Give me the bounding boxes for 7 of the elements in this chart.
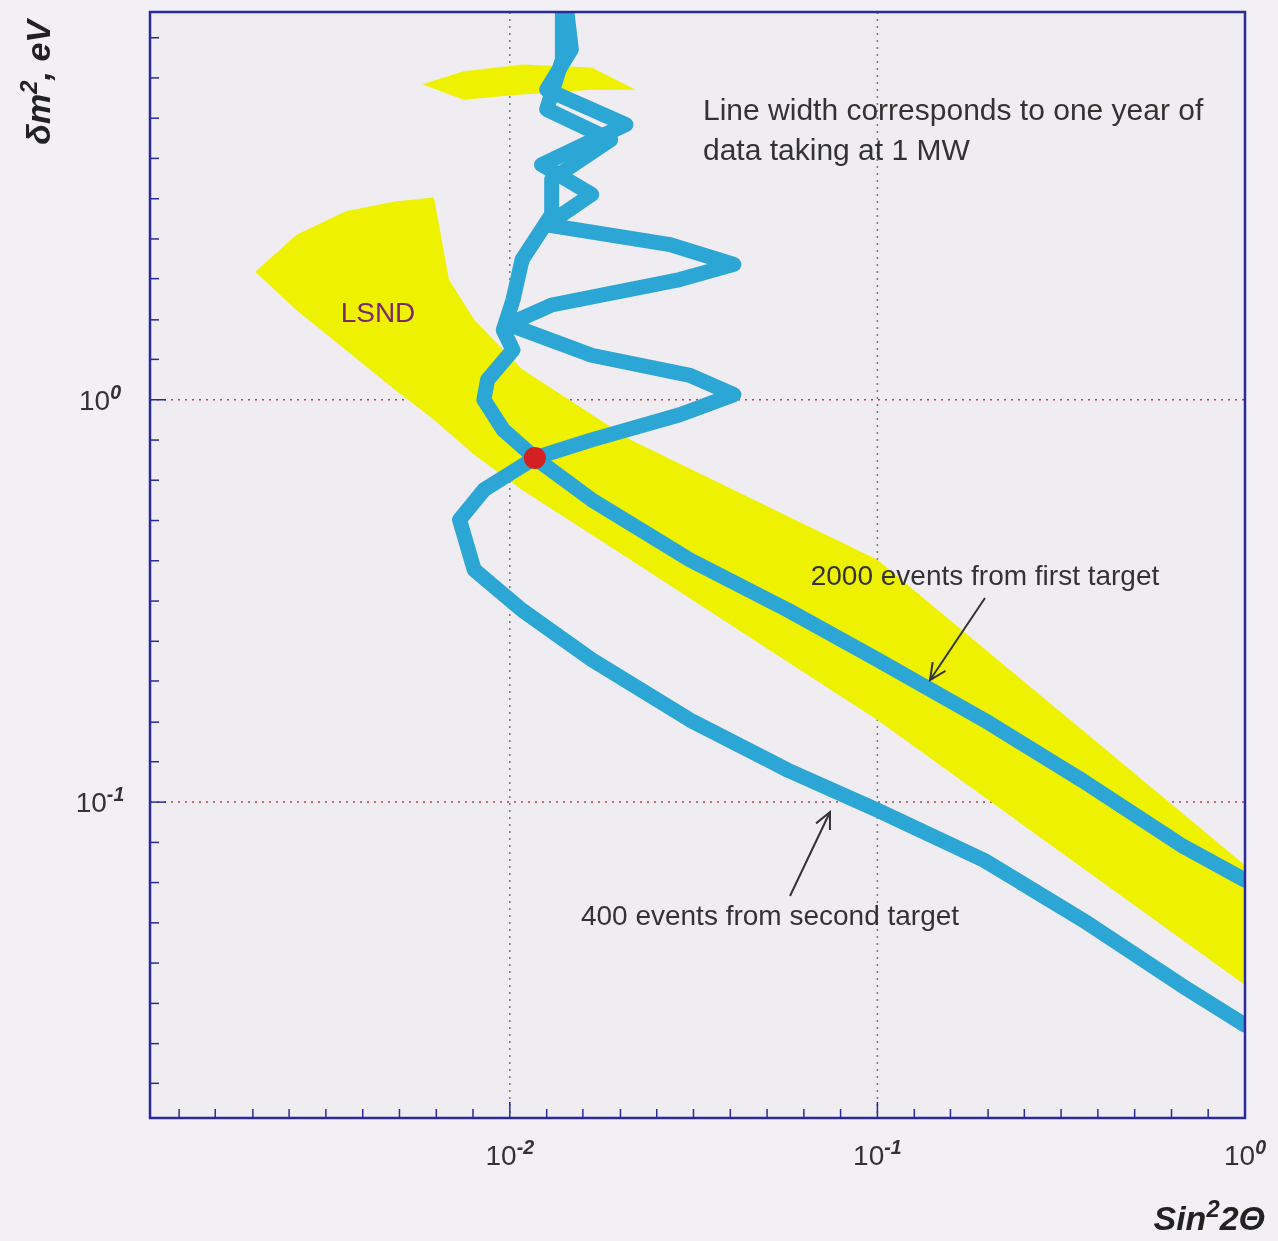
x-tick-label: 10$^{-2}$: [485, 1136, 535, 1171]
x-axis-title: Sin$^{2}$2Θ: [1153, 1194, 1265, 1237]
x-tick-label: 10$^{-1}$: [853, 1136, 902, 1171]
x-tick-label: 10$^{0}$: [1223, 1136, 1267, 1171]
annotation: Line width corresponds to one year of data taking at 1 MW: [703, 93, 1204, 166]
series-label: LSND: [340, 297, 416, 328]
series-label: 400 events from second target: [580, 900, 960, 931]
